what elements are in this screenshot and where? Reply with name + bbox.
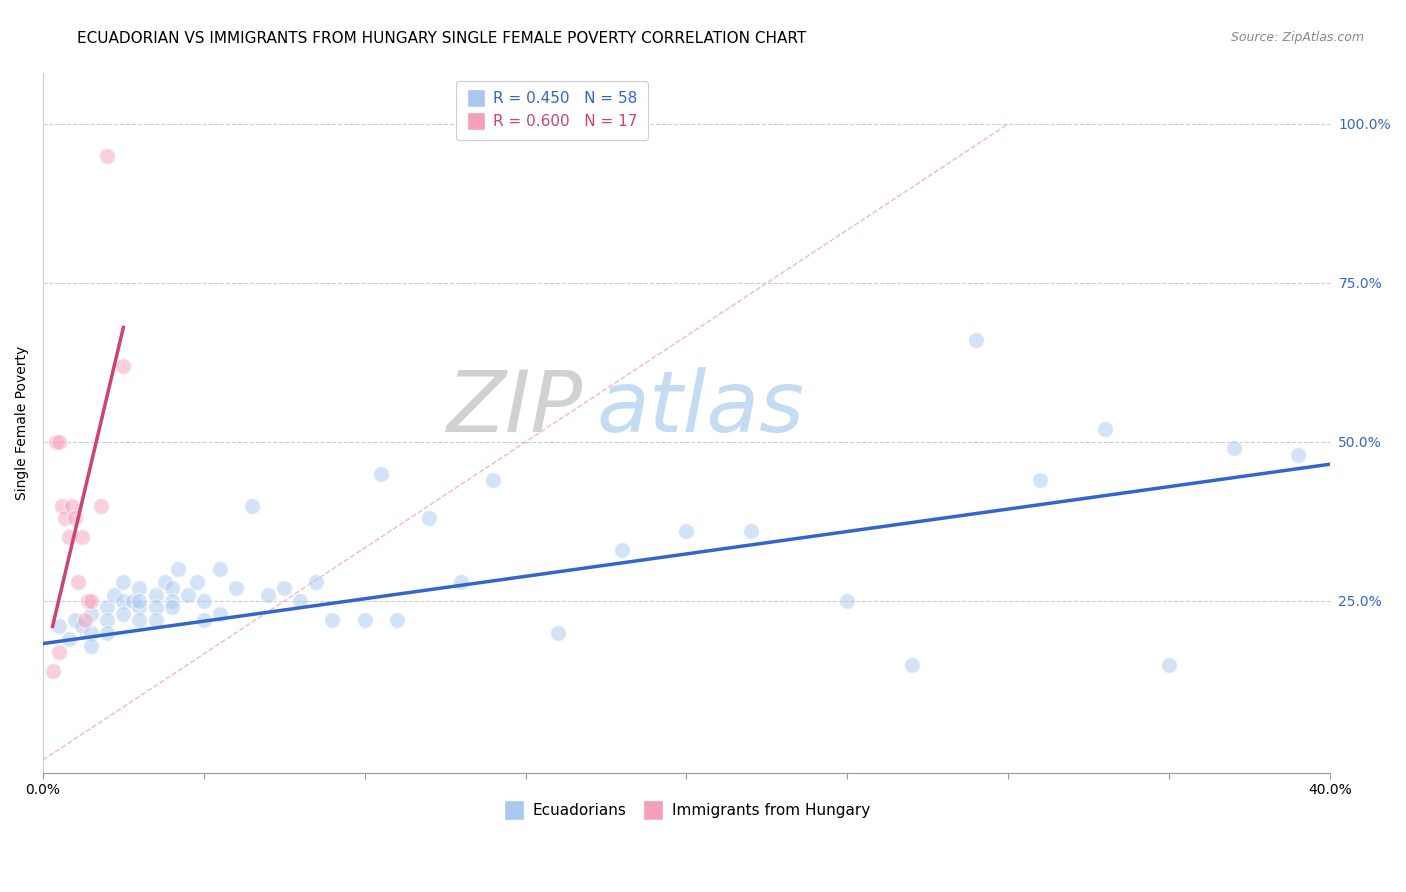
Point [77,594,100,608]
Point [547,625,569,640]
Point [193,594,215,608]
Y-axis label: Single Female Poverty: Single Female Poverty [15,346,30,500]
Point [122,594,145,608]
Point [1094,422,1116,436]
Point [837,594,859,608]
Point [167,562,190,576]
Legend: Ecuadorians, Immigrants from Hungary: Ecuadorians, Immigrants from Hungary [496,797,877,824]
Point [128,600,150,615]
Point [80,594,103,608]
Point [900,657,922,672]
Text: atlas: atlas [596,368,804,450]
Point [96,149,118,163]
Point [96,613,118,627]
Point [1159,657,1181,672]
Point [160,594,183,608]
Point [45,434,67,449]
Point [273,581,295,595]
Point [73,613,96,627]
Point [128,581,150,595]
Point [450,574,472,589]
Point [1029,473,1052,487]
Point [145,588,167,602]
Point [225,581,247,595]
Point [128,613,150,627]
Point [305,574,328,589]
Point [370,467,392,481]
Point [96,625,118,640]
Point [58,530,80,544]
Point [290,594,312,608]
Point [160,600,183,615]
Point [240,499,263,513]
Point [418,511,440,525]
Text: ECUADORIAN VS IMMIGRANTS FROM HUNGARY SINGLE FEMALE POVERTY CORRELATION CHART: ECUADORIAN VS IMMIGRANTS FROM HUNGARY SI… [77,31,807,46]
Point [55,511,77,525]
Point [60,499,83,513]
Point [96,600,118,615]
Point [321,613,343,627]
Point [63,613,86,627]
Point [51,499,73,513]
Point [145,600,167,615]
Point [1222,442,1244,456]
Text: ZIP: ZIP [447,368,583,450]
Point [103,588,125,602]
Text: Source: ZipAtlas.com: Source: ZipAtlas.com [1230,31,1364,45]
Point [1286,448,1309,462]
Point [208,562,231,576]
Point [193,613,215,627]
Point [41,664,63,678]
Point [80,639,103,653]
Point [80,607,103,621]
Point [70,619,93,633]
Point [112,574,135,589]
Point [63,511,86,525]
Point [58,632,80,647]
Point [208,607,231,621]
Point [610,543,633,558]
Point [160,581,183,595]
Point [112,607,135,621]
Point [90,499,112,513]
Point [128,594,150,608]
Point [48,619,70,633]
Point [48,434,70,449]
Point [112,359,135,373]
Point [965,333,987,347]
Point [385,613,408,627]
Point [112,594,135,608]
Point [48,645,70,659]
Point [675,524,697,538]
Point [80,625,103,640]
Point [186,574,208,589]
Point [257,588,280,602]
Point [70,530,93,544]
Point [145,613,167,627]
Point [353,613,375,627]
Point [153,574,176,589]
Point [67,574,90,589]
Point [740,524,762,538]
Point [176,588,198,602]
Point [482,473,505,487]
